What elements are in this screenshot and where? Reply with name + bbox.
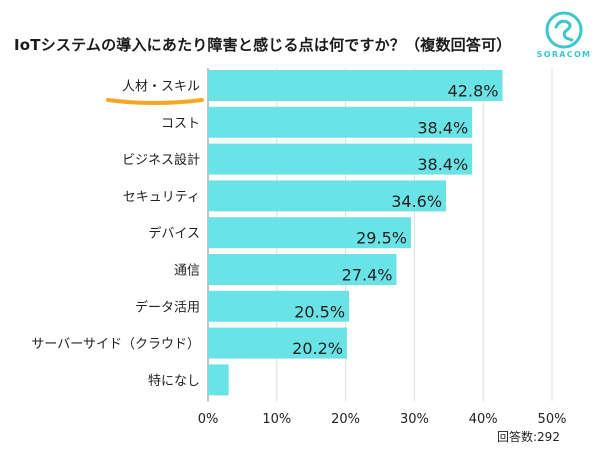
category-label: セキュリティ bbox=[123, 190, 200, 205]
highlight-underline bbox=[106, 98, 204, 105]
category-label: サーバーサイド（クラウド） bbox=[31, 337, 200, 352]
bar bbox=[208, 364, 229, 396]
bar bbox=[208, 70, 503, 101]
category-label: 特になし bbox=[148, 374, 200, 389]
value-label: 27.4% bbox=[342, 266, 393, 285]
value-label: 34.6% bbox=[391, 192, 442, 211]
soracom-logo-icon bbox=[545, 11, 583, 49]
bar bbox=[208, 180, 447, 212]
bar bbox=[208, 290, 350, 322]
x-tick-label: 10% bbox=[262, 412, 291, 427]
bar bbox=[208, 217, 411, 249]
category-label: ビジネス設計 bbox=[122, 152, 200, 168]
bar bbox=[208, 254, 397, 285]
value-label: 38.4% bbox=[417, 155, 468, 174]
x-tick-label: 0% bbox=[198, 412, 219, 427]
bar bbox=[208, 143, 473, 175]
category-label: デバイス bbox=[148, 226, 200, 242]
value-label: 20.2% bbox=[292, 339, 343, 358]
category-label: コスト bbox=[161, 116, 200, 131]
value-label: 20.5% bbox=[294, 302, 345, 321]
x-tick-label: 50% bbox=[538, 412, 567, 427]
value-label: 42.8% bbox=[448, 82, 499, 101]
bar bbox=[208, 327, 347, 359]
chart-title: IoTシステムの導入にあたり障害と感じる点は何ですか？（複数回答可） bbox=[14, 36, 512, 54]
x-tick-label: 20% bbox=[331, 412, 360, 427]
bar bbox=[208, 106, 473, 138]
category-label: 通信 bbox=[174, 264, 200, 279]
x-tick-label: 40% bbox=[469, 412, 498, 427]
value-label: 38.4% bbox=[417, 118, 468, 137]
x-tick-label: 30% bbox=[400, 412, 429, 427]
respondent-count: 回答数:292 bbox=[497, 430, 560, 444]
category-label: データ活用 bbox=[135, 299, 200, 315]
category-label: 人材・スキル bbox=[122, 80, 200, 95]
brand-name: SORACOM bbox=[536, 50, 592, 59]
value-label: 29.5% bbox=[356, 229, 407, 248]
